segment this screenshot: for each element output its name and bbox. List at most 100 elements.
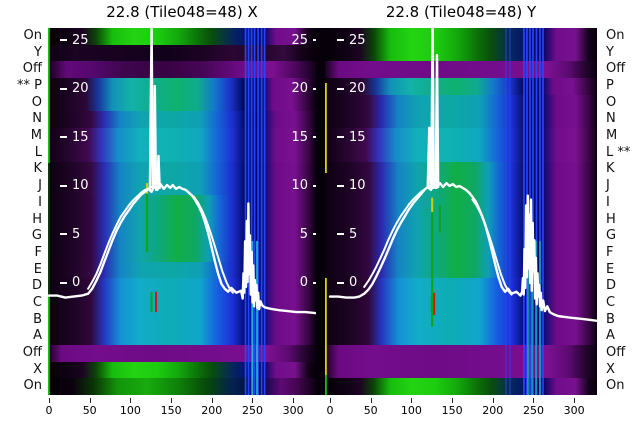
row-label-right: P xyxy=(606,78,614,94)
row-label-left: Off xyxy=(22,61,42,77)
spectrum-spike xyxy=(430,28,436,190)
row-label-left: O xyxy=(31,94,42,110)
row-label-left: I xyxy=(38,194,42,210)
x-tick-label: 150 xyxy=(160,404,182,417)
x-tick-label: 300 xyxy=(563,404,585,417)
x-tick-mark xyxy=(89,398,91,403)
x-tick-mark xyxy=(411,398,413,403)
row-label-left: N xyxy=(32,111,42,127)
row-label-right: M xyxy=(606,128,618,144)
row-label-left: G xyxy=(31,228,42,244)
x-tick-label: 0 xyxy=(45,404,53,417)
row-label-left: M xyxy=(30,128,42,144)
row-labels-right-column: On Y Off P O N M L ** K J I H G F E D C B A Off X On xyxy=(606,0,640,440)
row-label-right: F xyxy=(606,244,614,260)
x-tick-label: 50 xyxy=(363,404,378,417)
heatmap-row xyxy=(325,361,597,379)
heatmap-row xyxy=(325,311,597,329)
spectrum-spike xyxy=(152,84,158,192)
x-tick-mark xyxy=(533,398,535,403)
heatmap-row xyxy=(325,295,597,312)
row-label-right: L ** xyxy=(606,144,631,160)
row-label-right: N xyxy=(606,111,616,127)
spectrum-curve-median xyxy=(48,182,316,315)
row-label-right: G xyxy=(606,228,617,244)
spectrum-curve-median xyxy=(328,181,597,322)
row-label-left: On xyxy=(23,28,42,43)
x-tick-mark xyxy=(211,398,213,403)
row-label-left: On xyxy=(23,378,42,394)
row-label-left: F xyxy=(34,244,42,260)
x-tick-mark xyxy=(49,398,50,403)
heatmap-row xyxy=(325,61,597,79)
row-label-left: J xyxy=(38,178,42,194)
row-label-right: K xyxy=(606,161,615,177)
row-label-right: J xyxy=(606,178,610,194)
x-tick-mark xyxy=(293,398,295,403)
row-label-left: Y xyxy=(34,44,42,60)
row-label-right: X xyxy=(606,361,615,377)
x-tick-mark xyxy=(452,398,454,403)
row-label-left: C xyxy=(32,294,42,310)
spectrum-spike xyxy=(434,53,440,190)
heatmap-row xyxy=(325,144,597,162)
panel-title-x: 22.8 (Tile048=48) X xyxy=(106,3,258,21)
row-label-right: B xyxy=(606,311,615,327)
row-label-right: A xyxy=(606,328,615,344)
heatmap-row xyxy=(325,345,597,362)
heatmap-row xyxy=(325,328,597,346)
x-tick-label: 250 xyxy=(522,404,544,417)
row-label-left: E xyxy=(33,261,42,277)
row-label-left: X xyxy=(33,361,42,377)
x-tick-mark xyxy=(574,398,576,403)
heatmap-row xyxy=(325,94,597,112)
panel-gap xyxy=(316,28,325,395)
spectrum-overlay xyxy=(48,28,316,395)
x-tick-mark xyxy=(130,398,132,403)
spectrum-spike xyxy=(148,28,155,191)
heatmap-row xyxy=(325,128,597,145)
heatmap-row xyxy=(325,28,597,45)
x-tick-label: 200 xyxy=(482,404,504,417)
x-tick-mark xyxy=(330,398,331,403)
row-label-left: K xyxy=(33,161,42,177)
row-labels-left-column: On Y Off ** P O N M L K J I H G F E D C B A Off X On xyxy=(0,0,42,440)
x-tick-label: 50 xyxy=(82,404,97,417)
heatmap-panel-x: 25 25 20 20 15 15 10 10 5 5 0 0 xyxy=(48,28,316,395)
row-label-right: I xyxy=(606,194,610,210)
x-tick-mark xyxy=(370,398,372,403)
x-tick-label: 100 xyxy=(400,404,422,417)
row-label-right: E xyxy=(606,261,615,277)
spectrum-curve-secondary xyxy=(87,184,156,290)
row-label-left: ** P xyxy=(17,78,42,94)
x-tick-mark xyxy=(171,398,173,403)
row-label-right: On xyxy=(606,378,625,394)
x-tick-label: 200 xyxy=(201,404,223,417)
row-label-left: B xyxy=(33,311,42,327)
spectrum-overlay xyxy=(325,28,597,395)
heatmap-row xyxy=(325,78,597,95)
heatmap-row xyxy=(325,44,597,62)
row-label-right: On xyxy=(606,28,625,43)
x-tick-label: 250 xyxy=(241,404,263,417)
row-label-right: Y xyxy=(606,44,614,60)
row-label-right: O xyxy=(606,94,617,110)
row-label-left: L xyxy=(34,144,42,160)
x-tick-label: 100 xyxy=(119,404,141,417)
x-tick-mark xyxy=(492,398,494,403)
heatmap-row xyxy=(325,378,597,395)
row-label-left: A xyxy=(33,328,42,344)
x-tick-mark xyxy=(252,398,254,403)
row-label-right: H xyxy=(606,211,616,227)
heatmap-row xyxy=(325,111,597,129)
row-label-right: Off xyxy=(606,61,626,77)
spectrum-curve-secondary xyxy=(363,183,436,288)
heatmap-row xyxy=(325,161,597,179)
row-label-right: Off xyxy=(606,344,626,360)
x-tick-label: 150 xyxy=(441,404,463,417)
row-label-left: H xyxy=(32,211,42,227)
row-label-left: D xyxy=(31,278,42,294)
spectrum-spike xyxy=(155,154,161,191)
row-label-right: C xyxy=(606,294,616,310)
